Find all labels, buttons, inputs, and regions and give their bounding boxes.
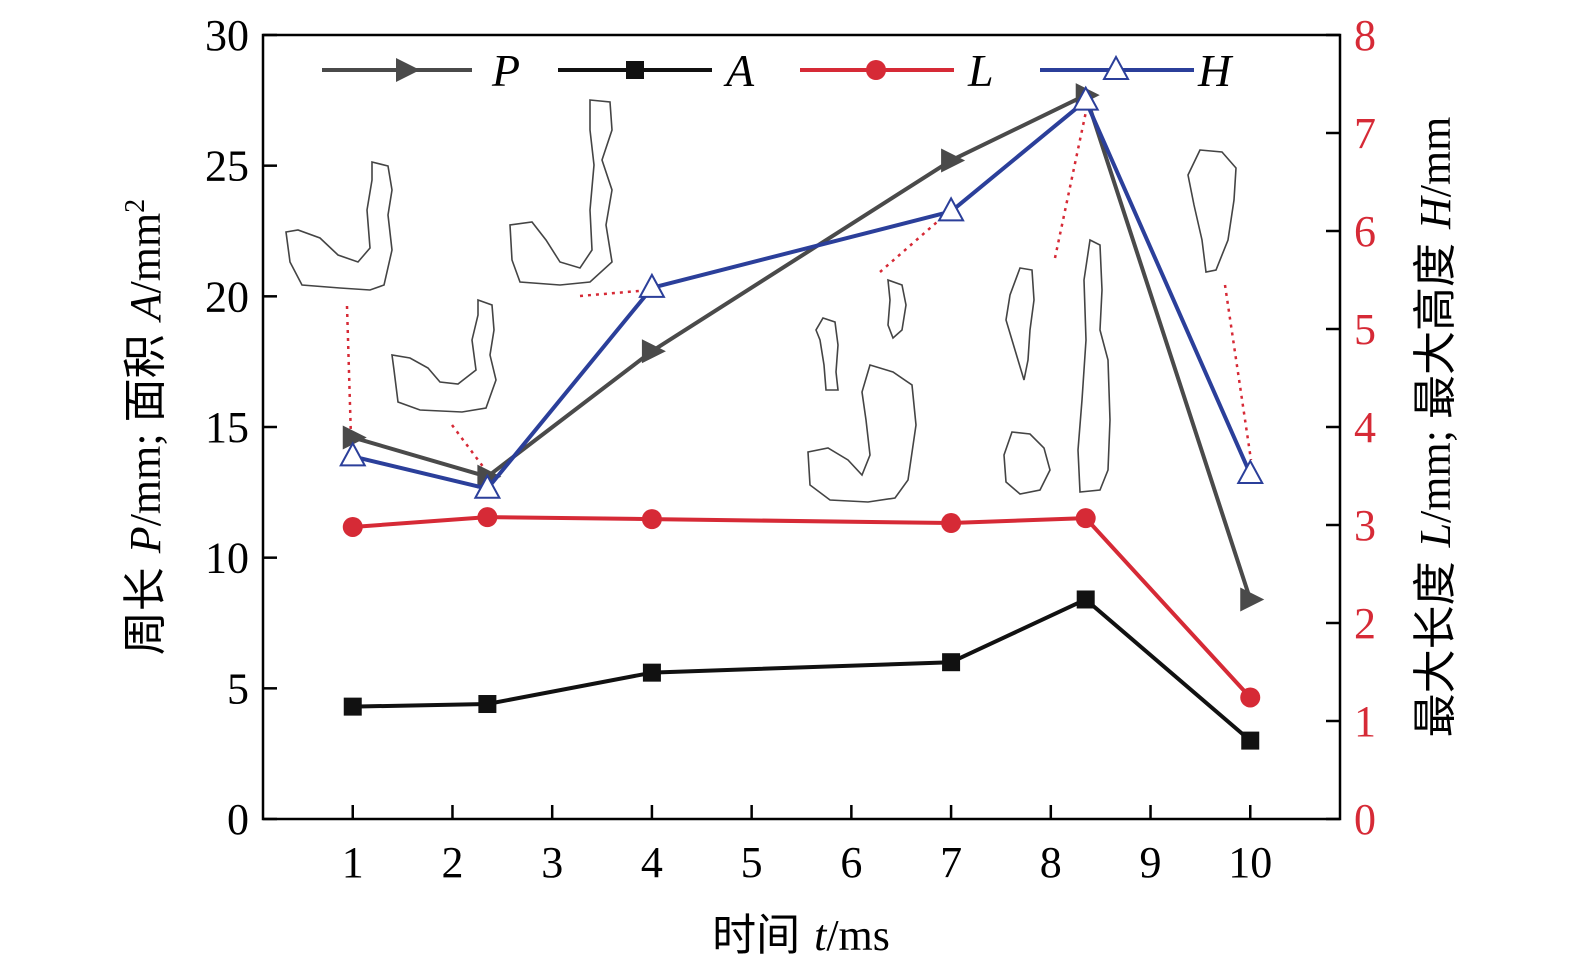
shape-sketches <box>285 99 1237 503</box>
x-tick-label: 6 <box>840 838 862 887</box>
legend-marker-A <box>626 61 644 79</box>
legend-item-H: H <box>1040 45 1234 96</box>
data-point-L <box>342 516 363 537</box>
sketch-t8c <box>1003 431 1051 495</box>
data-point-P <box>641 339 666 364</box>
leader-t10 <box>1223 284 1253 461</box>
y-right-tick-label: 7 <box>1354 109 1376 158</box>
legend-label-L: L <box>967 45 994 96</box>
x-tick-label: 7 <box>940 838 962 887</box>
series-A <box>343 590 1260 750</box>
legend: P A L H <box>322 45 1234 96</box>
x-tick-label: 8 <box>1040 838 1062 887</box>
y-right-tick-label: 6 <box>1354 207 1376 256</box>
legend-marker-L <box>866 60 886 80</box>
y-right-axis-ticks: 0 1 2 3 4 5 6 7 8 <box>1326 11 1376 844</box>
sketch-t7b <box>815 317 839 391</box>
sketch-t1 <box>285 160 393 291</box>
data-point-H <box>1072 85 1100 111</box>
y-right-tick-label: 1 <box>1354 697 1376 746</box>
y-left-tick-label: 15 <box>205 403 249 452</box>
y-left-axis-ticks: 0 5 10 15 20 25 30 <box>205 11 277 844</box>
data-point-L <box>941 513 962 534</box>
sketch-t8b <box>1077 238 1111 493</box>
data-point-P <box>1240 587 1265 612</box>
legend-marker-H <box>1102 54 1130 80</box>
series-line-P <box>352 93 1253 601</box>
sketch-t7c <box>807 364 917 503</box>
legend-item-L: L <box>800 45 994 96</box>
series-P <box>342 83 1265 612</box>
y-right-tick-label: 0 <box>1354 795 1376 844</box>
data-point-A <box>942 653 961 672</box>
leader-t7 <box>879 214 946 273</box>
x-tick-label: 3 <box>541 838 563 887</box>
x-tick-label: 4 <box>641 838 663 887</box>
plot-frame <box>261 33 1342 821</box>
y-left-tick-label: 10 <box>205 534 249 583</box>
legend-label-A: A <box>723 45 755 96</box>
y-left-axis-title: 周长 P/mm; 面积 A/mm2 <box>120 199 171 655</box>
data-point-A <box>478 695 497 714</box>
sketch-t2 <box>391 298 497 413</box>
leader-t1 <box>345 305 353 439</box>
sketch-t4 <box>509 99 613 286</box>
data-point-L <box>477 507 498 528</box>
data-point-P <box>342 425 367 450</box>
data-point-H <box>339 441 367 467</box>
y-right-tick-label: 8 <box>1354 11 1376 60</box>
series-line-H <box>352 98 1253 491</box>
series-layer <box>339 83 1265 750</box>
data-point-H <box>937 196 965 222</box>
data-point-L <box>1075 508 1096 529</box>
legend-marker-P <box>396 58 420 82</box>
data-point-A <box>343 697 362 716</box>
legend-label-H: H <box>1197 45 1234 96</box>
sketch-t8a <box>1005 267 1035 381</box>
y-right-tick-label: 5 <box>1354 305 1376 354</box>
legend-item-P: P <box>322 45 520 96</box>
sketch-t7a <box>887 278 907 340</box>
y-left-tick-label: 30 <box>205 11 249 60</box>
y-right-tick-label: 4 <box>1354 403 1376 452</box>
data-point-P <box>941 148 966 173</box>
sketch-t10 <box>1187 149 1237 273</box>
x-axis-title: 时间 t/ms <box>712 910 890 961</box>
y-right-tick-label: 2 <box>1354 599 1376 648</box>
legend-label-P: P <box>491 45 520 96</box>
x-axis-ticks: 1 2 3 4 5 6 7 8 9 10 <box>342 805 1272 887</box>
data-point-A <box>1076 590 1095 609</box>
data-point-A <box>1241 731 1260 750</box>
series-line-L <box>352 515 1252 699</box>
leader-lines <box>345 101 1253 469</box>
leader-t4 <box>579 288 651 298</box>
leader-t2 <box>450 424 486 469</box>
y-left-tick-label: 25 <box>205 142 249 191</box>
x-tick-label: 1 <box>342 838 364 887</box>
y-right-axis-title: 最大长度 L/mm; 最大高度 H/mm <box>1410 117 1461 738</box>
y-left-tick-label: 0 <box>227 795 249 844</box>
leader-t8 <box>1053 101 1090 259</box>
y-left-tick-label: 20 <box>205 272 249 321</box>
data-point-A <box>642 663 661 682</box>
series-H <box>339 85 1264 499</box>
series-line-A <box>352 597 1252 743</box>
data-point-H <box>638 272 666 298</box>
data-point-L <box>1240 687 1261 708</box>
x-tick-label: 9 <box>1140 838 1162 887</box>
series-L <box>342 507 1261 708</box>
data-point-H <box>473 473 502 499</box>
data-point-H <box>1236 458 1264 485</box>
x-tick-label: 10 <box>1228 838 1272 887</box>
x-tick-label: 2 <box>441 838 463 887</box>
y-left-tick-label: 5 <box>227 664 249 713</box>
legend-item-A: A <box>558 45 755 96</box>
y-right-tick-label: 3 <box>1354 501 1376 550</box>
x-tick-label: 5 <box>741 838 763 887</box>
data-point-L <box>641 509 662 530</box>
